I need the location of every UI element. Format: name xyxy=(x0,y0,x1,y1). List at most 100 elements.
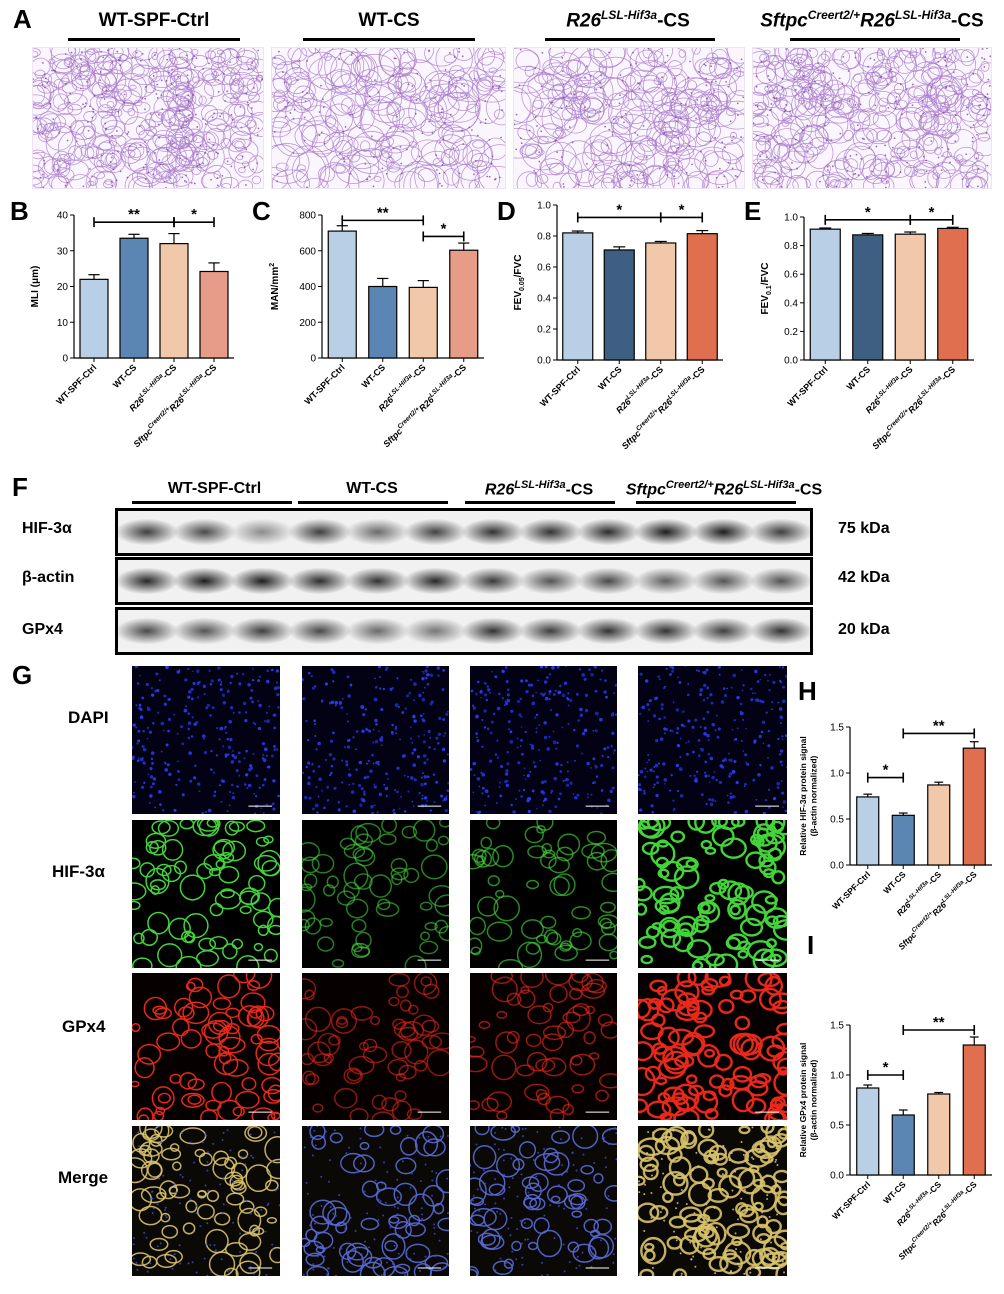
tissue-alveolus xyxy=(285,98,332,127)
tissue-nucleus xyxy=(141,97,144,100)
bar xyxy=(937,227,969,361)
tissue-nucleus xyxy=(122,151,125,153)
tissue-nucleus xyxy=(698,132,700,135)
tissue-alveolus xyxy=(176,97,190,107)
tissue-alveolus xyxy=(104,125,124,139)
tissue-nucleus xyxy=(856,124,859,126)
tissue-nucleus xyxy=(677,160,680,162)
tissue-nucleus xyxy=(284,115,287,118)
tissue-alveolus xyxy=(770,176,799,188)
tissue-alveolus xyxy=(172,173,190,188)
tissue-nucleus xyxy=(204,123,207,125)
tissue-alveolus xyxy=(532,99,544,109)
tissue-alveolus xyxy=(943,53,953,63)
tissue-alveolus xyxy=(98,141,113,152)
y-tick-label: 1.5 xyxy=(830,1021,844,1032)
tissue-nucleus xyxy=(880,179,883,182)
tissue-nucleus xyxy=(359,126,361,129)
significance-label: * xyxy=(441,220,447,237)
tissue-nucleus xyxy=(690,91,693,94)
tissue-nucleus xyxy=(759,155,762,158)
tissue-nucleus xyxy=(884,186,887,188)
significance-label: ** xyxy=(128,206,140,223)
tissue-alveolus xyxy=(622,89,654,112)
tissue-alveolus xyxy=(753,131,771,156)
tissue-nucleus xyxy=(435,154,438,157)
tissue-nucleus xyxy=(144,108,146,111)
tissue-nucleus xyxy=(961,178,964,180)
tissue-nucleus xyxy=(966,56,969,58)
bar xyxy=(368,285,398,359)
tissue-nucleus xyxy=(533,169,536,172)
tissue-alveolus xyxy=(207,150,219,160)
tissue-alveolus xyxy=(643,164,668,187)
tissue-nucleus xyxy=(421,132,424,135)
tissue-nucleus xyxy=(484,118,487,121)
tissue-alveolus xyxy=(939,68,967,92)
tissue-alveolus xyxy=(432,157,444,168)
tissue-alveolus xyxy=(563,116,587,134)
tissue-alveolus xyxy=(242,161,249,167)
tissue-alveolus xyxy=(478,73,487,80)
tissue-alveolus xyxy=(647,50,665,68)
tissue-alveolus xyxy=(610,116,620,125)
tissue-nucleus xyxy=(170,83,173,85)
tissue-nucleus xyxy=(231,118,234,121)
tissue-alveolus xyxy=(161,154,181,171)
tissue-alveolus xyxy=(843,142,877,181)
tissue-nucleus xyxy=(185,54,188,57)
tissue-nucleus xyxy=(127,131,130,133)
tissue-nucleus xyxy=(666,54,669,57)
tissue-nucleus xyxy=(765,156,768,159)
tissue-alveolus xyxy=(85,165,117,188)
tissue-nucleus xyxy=(599,86,602,89)
tissue-nucleus xyxy=(857,174,860,177)
tissue-nucleus xyxy=(518,84,521,87)
tissue-alveolus xyxy=(37,156,60,179)
tissue-nucleus xyxy=(886,83,889,86)
tissue-alveolus xyxy=(908,50,918,57)
tissue-alveolus xyxy=(69,174,92,188)
y-axis-label: Relative HIF-3α protein signal(β-actin n… xyxy=(798,736,819,856)
tissue-alveolus xyxy=(971,89,979,96)
tissue-alveolus xyxy=(230,77,259,102)
tissue-alveolus xyxy=(890,147,906,159)
tissue-alveolus xyxy=(653,77,663,85)
tissue-alveolus xyxy=(385,124,415,150)
group-underline xyxy=(465,501,615,504)
tissue-nucleus xyxy=(789,110,792,113)
tissue-alveolus xyxy=(519,143,542,159)
tissue-alveolus xyxy=(662,67,689,95)
blot-band xyxy=(345,518,410,546)
tissue-nucleus xyxy=(906,161,908,164)
tissue-nucleus xyxy=(988,108,991,111)
tissue-nucleus xyxy=(103,98,106,100)
tissue-alveolus xyxy=(933,112,958,138)
y-axis-label: FEV0.05/FVC xyxy=(513,255,526,311)
tissue-nucleus xyxy=(794,88,797,91)
tissue-nucleus xyxy=(500,90,503,93)
tissue-nucleus xyxy=(322,106,325,109)
tissue-nucleus xyxy=(899,171,902,174)
tissue-nucleus xyxy=(658,167,661,170)
tissue-alveolus xyxy=(237,179,254,188)
tissue-alveolus xyxy=(795,70,810,81)
tissue-alveolus xyxy=(96,54,118,71)
tissue-alveolus xyxy=(209,48,226,65)
tissue-alveolus xyxy=(294,120,341,153)
tissue-alveolus xyxy=(542,78,572,100)
tissue-nucleus xyxy=(153,54,156,57)
tissue-alveolus xyxy=(100,114,118,130)
y-tick-label: 0.4 xyxy=(537,294,551,305)
tissue-alveolus xyxy=(172,85,194,107)
tissue-nucleus xyxy=(794,138,797,141)
tissue-nucleus xyxy=(774,171,776,174)
tissue-nucleus xyxy=(106,49,109,52)
wb-group-header-r26: R26LSL-Hif3a-CS xyxy=(484,479,594,499)
tissue-nucleus xyxy=(44,86,46,89)
bar-chart-hif3a-signal: 0.0 0.5 1.0 1.5 Relative HIF-3α protein sign… xyxy=(798,717,992,952)
tissue-nucleus xyxy=(87,129,90,132)
tissue-nucleus xyxy=(573,93,576,96)
tissue-nucleus xyxy=(825,106,827,109)
tissue-nucleus xyxy=(900,158,902,160)
